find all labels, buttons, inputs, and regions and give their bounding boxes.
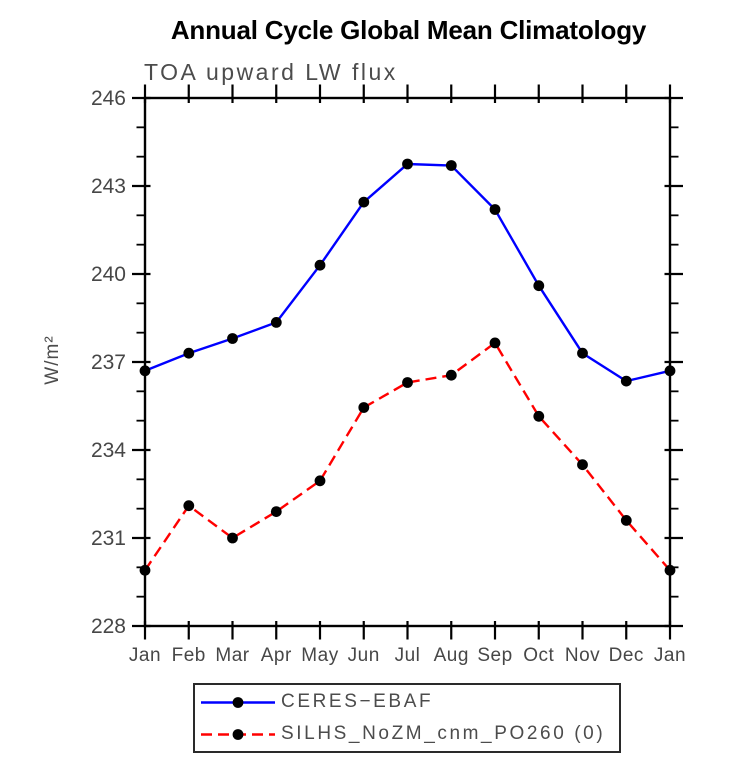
data-point-marker [664,564,676,576]
x-tick-label: Dec [609,645,644,666]
data-point-marker [533,280,545,292]
data-point-marker [358,196,370,208]
y-tick-label: 237 [91,351,126,374]
data-point-marker [314,259,326,271]
legend-solid-line-marker-icon [201,696,275,708]
legend-item-silhs-nozm: SILHS_NoZM_cnm_PO260 (0) [198,719,619,749]
data-point-marker [139,365,151,377]
x-tick-label: Sep [477,645,512,666]
data-point-marker [620,375,632,387]
x-axis-tick-labels: Jan Feb Mar Apr May Jun Jul Aug Sep Oct Nov Dec Jan [129,645,686,666]
y-tick-label: 228 [91,615,126,638]
x-tick-label: Apr [261,645,292,666]
data-point-marker [620,515,632,526]
x-tick-label: Aug [434,645,469,666]
x-tick-label: May [301,645,338,666]
data-point-marker [577,459,588,471]
data-point-marker [270,506,282,517]
x-tick-label: Jan [129,645,161,666]
x-tick-label: Mar [215,645,249,666]
legend-label-ceres-ebaf: CERES−EBAF [281,691,434,712]
legend-marker-dot [232,728,244,740]
data-point-marker [489,337,501,349]
legend-marker-dot [232,696,244,708]
data-point-marker [139,564,151,576]
data-point-marker [445,369,457,381]
data-point-marker [577,347,588,359]
series-markers-0 [139,158,676,387]
x-tick-label: Feb [172,645,206,666]
y-tick-label: 246 [91,87,126,110]
plot-frame [143,96,672,628]
data-point-marker [358,402,370,413]
x-tick-label: Jun [348,645,380,666]
data-point-marker [227,532,238,544]
data-point-marker [227,333,238,344]
y-tick-label: 243 [91,175,126,198]
y-tick-label: 240 [91,263,126,286]
series-line-1 [144,341,671,572]
legend-label-silhs-nozm: SILHS_NoZM_cnm_PO260 (0) [281,723,606,744]
y-tick-label: 234 [91,439,126,462]
legend-dashed-line-marker-icon [201,728,275,740]
data-point-marker [445,160,457,171]
data-point-marker [664,365,676,377]
data-point-marker [402,377,413,388]
legend-box: CERES−EBAF SILHS_NoZM_cnm_PO260 (0) [193,683,621,753]
data-point-marker [402,158,413,170]
data-point-marker [270,317,282,328]
x-tick-label: Nov [565,645,600,666]
data-point-marker [183,347,195,359]
data-point-marker [314,475,326,487]
data-point-marker [183,500,195,512]
chart-subtitle: TOA upward LW flux [144,59,398,85]
y-tick-label: 231 [91,527,126,550]
data-point-marker [533,410,545,422]
x-tick-label: Jul [395,645,421,666]
data-point-marker [489,204,501,215]
x-tick-label: Jan [654,645,686,666]
legend-item-ceres-ebaf: CERES−EBAF [198,687,619,717]
x-tick-label: Oct [523,645,554,666]
y-axis-ticks [132,96,683,628]
series-markers-1 [139,337,676,576]
chart-title: Annual Cycle Global Mean Climatology [170,15,647,45]
series-line-0 [144,162,671,383]
y-axis-tick-labels: 228 231 234 237 240 243 246 [91,87,126,638]
